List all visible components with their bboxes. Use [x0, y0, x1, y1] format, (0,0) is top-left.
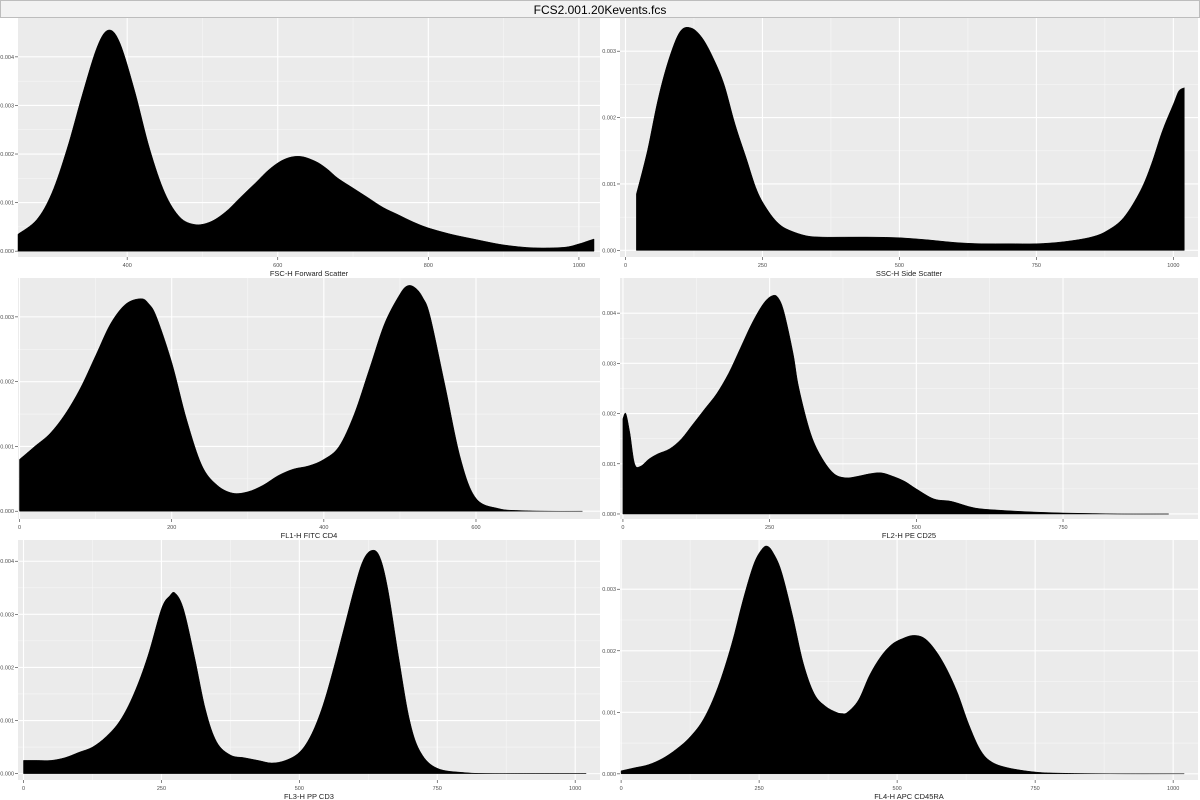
y-tick-label: 0.001 [602, 462, 616, 468]
y-tick-label: 0.000 [0, 249, 14, 255]
x-tick-label: 750 [1032, 263, 1041, 269]
x-axis-title: FSC-H Forward Scatter [270, 269, 349, 278]
y-tick-label: 0.002 [602, 116, 616, 122]
y-tick-label: 0.000 [0, 509, 14, 515]
density-area [19, 285, 583, 512]
y-tick-label: 0.003 [602, 49, 616, 55]
density-panel: 0 250 500 750 1000 0.000 0.001 0.002 0.003 0.004 F… [0, 540, 600, 800]
x-tick-label: 500 [295, 786, 304, 792]
x-tick-label: 250 [157, 786, 166, 792]
x-axis-title: SSC-H Side Scatter [876, 269, 943, 278]
x-tick-label: 0 [18, 525, 21, 531]
density-area [620, 545, 1185, 775]
x-tick-label: 750 [1031, 786, 1040, 792]
x-tick-label: 0 [22, 786, 25, 792]
y-tick-label: 0.001 [0, 719, 14, 725]
y-tick-label: 0.004 [0, 55, 14, 61]
x-tick-label: 250 [765, 525, 774, 531]
density-panel: 400 600 800 1000 0.000 0.001 0.002 0.003 0.004 FS… [0, 18, 600, 278]
x-tick-label: 400 [319, 525, 328, 531]
density-panel: 0 250 500 750 1000 0.000 0.001 0.002 0.003 SSC-H … [602, 18, 1198, 278]
window-title-bar: FCS2.001.20Kevents.fcs [0, 0, 1200, 18]
figure-title: FCS2.001.20Kevents.fcs [533, 3, 667, 17]
x-tick-label: 1000 [1167, 786, 1179, 792]
density-panel: 0 250 500 750 0.000 0.001 0.002 0.003 0.004 FL2-H… [602, 278, 1198, 540]
x-tick-label: 500 [912, 525, 921, 531]
x-tick-label: 500 [895, 263, 904, 269]
y-tick-label: 0.000 [0, 772, 14, 778]
y-tick-label: 0.002 [602, 649, 616, 655]
density-area [17, 29, 595, 252]
y-tick-label: 0.002 [602, 412, 616, 418]
y-tick-label: 0.002 [0, 152, 14, 158]
y-tick-label: 0.004 [602, 311, 616, 317]
x-tick-label: 0 [621, 525, 624, 531]
x-tick-label: 1000 [1167, 263, 1179, 269]
density-area [622, 294, 1169, 515]
x-axis-title: FL2-H PE CD25 [882, 531, 936, 540]
density-area [636, 26, 1185, 251]
y-tick-label: 0.002 [0, 665, 14, 671]
x-tick-label: 400 [123, 263, 132, 269]
y-tick-label: 0.003 [0, 103, 14, 109]
density-panel: 0 200 400 600 0.000 0.001 0.002 0.003 FL1-H FITC… [0, 278, 600, 540]
y-tick-label: 0.002 [0, 380, 14, 386]
y-tick-label: 0.001 [602, 182, 616, 188]
x-tick-label: 1000 [573, 263, 585, 269]
x-tick-label: 750 [1058, 525, 1067, 531]
x-axis-title: FL3-H PP CD3 [284, 792, 334, 800]
x-tick-label: 600 [273, 263, 282, 269]
y-tick-label: 0.003 [602, 361, 616, 367]
density-area [23, 549, 587, 774]
x-tick-label: 750 [433, 786, 442, 792]
x-tick-label: 500 [893, 786, 902, 792]
x-tick-label: 0 [624, 263, 627, 269]
x-tick-label: 250 [758, 263, 767, 269]
x-tick-label: 800 [424, 263, 433, 269]
x-axis-title: FL4-H APC CD45RA [874, 792, 944, 800]
y-tick-label: 0.001 [602, 710, 616, 716]
y-tick-label: 0.003 [0, 315, 14, 321]
y-tick-label: 0.003 [602, 587, 616, 593]
y-tick-label: 0.000 [602, 512, 616, 518]
y-tick-label: 0.004 [0, 559, 14, 565]
y-tick-label: 0.003 [0, 612, 14, 618]
x-tick-label: 0 [620, 786, 623, 792]
x-tick-label: 600 [471, 525, 480, 531]
y-tick-label: 0.000 [602, 248, 616, 254]
y-tick-label: 0.000 [602, 772, 616, 778]
y-tick-label: 0.001 [0, 444, 14, 450]
x-axis-title: FL1-H FITC CD4 [281, 531, 338, 540]
x-tick-label: 1000 [569, 786, 581, 792]
x-tick-label: 250 [755, 786, 764, 792]
x-tick-label: 200 [167, 525, 176, 531]
density-panel: 0 250 500 750 1000 0.000 0.001 0.002 0.003 FL4-H … [602, 540, 1198, 800]
y-tick-label: 0.001 [0, 201, 14, 207]
